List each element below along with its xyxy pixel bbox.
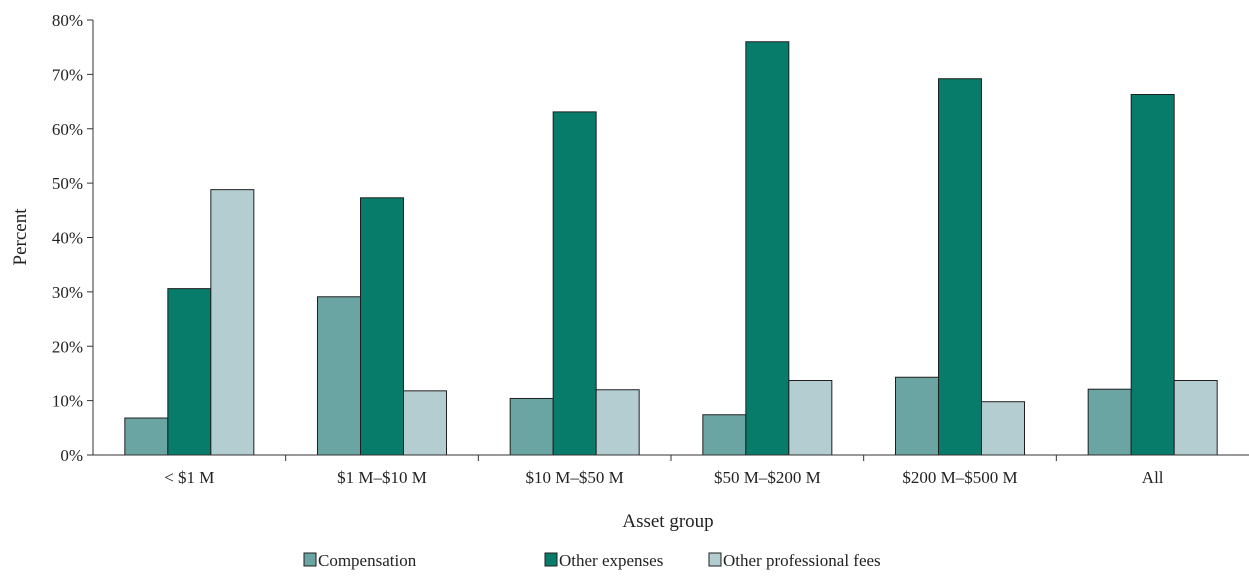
y-tick-label: 60% (52, 120, 83, 139)
bar-other-expenses-2 (552, 111, 597, 456)
x-tick-label: All (1142, 468, 1164, 487)
bar-other-expenses-3 (745, 41, 790, 456)
bar-other-expenses-0 (167, 288, 212, 456)
x-axis: < $1 M $1 M–$10 M $10 M–$50 M $50 M–$200 M $… (93, 454, 1249, 487)
legend: Compensation Other expenses Other professi… (303, 551, 881, 570)
bar-other-professional-fees-4 (981, 401, 1025, 456)
y-axis: 0% 10% 20% 30% 40% 50% 60% 70% 80% (52, 11, 94, 465)
bar-other-expenses-4 (938, 78, 982, 456)
y-tick-label: 0% (60, 446, 83, 465)
bar-other-professional-fees-3 (788, 380, 833, 456)
bar-compensation-0 (124, 417, 169, 456)
y-tick-label: 80% (52, 11, 83, 30)
y-tick-label: 30% (52, 283, 83, 302)
bar-compensation-5 (1087, 388, 1132, 456)
bar-compensation-3 (702, 414, 747, 456)
bar-other-professional-fees-5 (1173, 380, 1218, 456)
bars-group (124, 41, 1218, 456)
legend-swatch-compensation (303, 552, 317, 567)
legend-label-other-expenses: Other expenses (559, 551, 663, 570)
bar-compensation-4 (895, 376, 939, 456)
y-tick-label: 50% (52, 174, 83, 193)
x-tick-label: $50 M–$200 M (714, 468, 821, 487)
x-tick-label: $10 M–$50 M (526, 468, 624, 487)
bar-other-professional-fees-1 (403, 390, 447, 456)
bar-other-professional-fees-0 (210, 189, 255, 456)
x-tick-label: $200 M–$500 M (902, 468, 1017, 487)
y-tick-label: 40% (52, 229, 83, 248)
bar-other-professional-fees-2 (595, 389, 640, 456)
y-tick-label: 10% (52, 392, 83, 411)
bar-compensation-2 (509, 397, 554, 456)
y-tick-label: 20% (52, 337, 83, 356)
bar-compensation-1 (317, 296, 361, 456)
x-tick-label: < $1 M (164, 468, 214, 487)
y-tick-label: 70% (52, 65, 83, 84)
x-tick-label: $1 M–$10 M (337, 468, 427, 487)
y-axis-title: Percent (10, 208, 31, 266)
legend-swatch-other-professional-fees (708, 552, 722, 567)
bar-other-expenses-1 (360, 197, 404, 456)
legend-label-compensation: Compensation (318, 551, 417, 570)
legend-swatch-other-expenses (544, 552, 558, 567)
x-axis-title: Asset group (622, 511, 713, 532)
bar-other-expenses-5 (1130, 93, 1175, 456)
legend-label-other-professional-fees: Other professional fees (723, 551, 881, 570)
